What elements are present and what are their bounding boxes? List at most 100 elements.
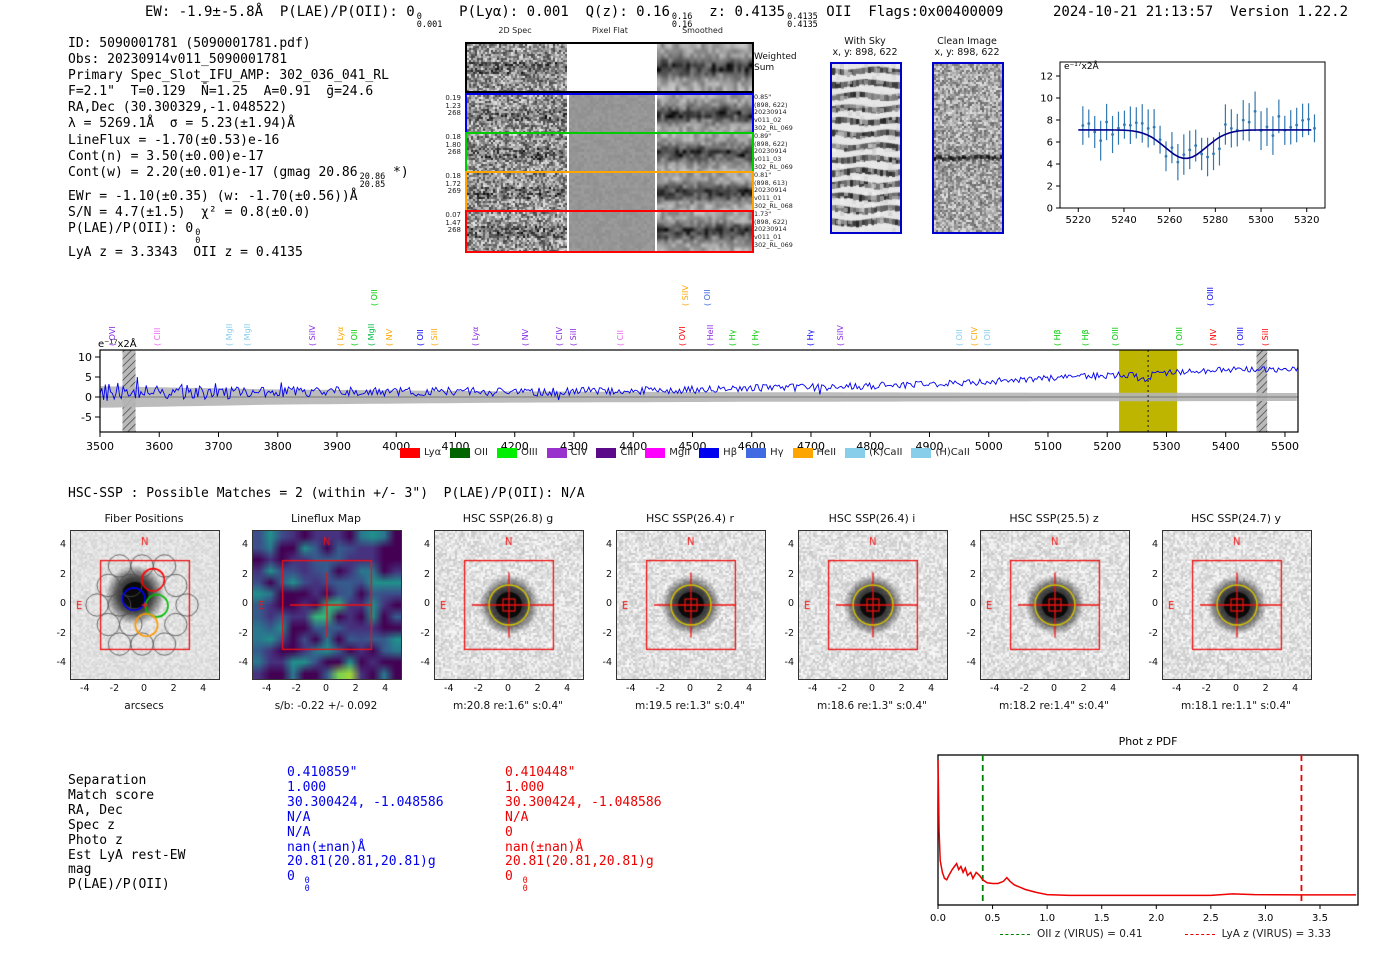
match-table-label: Separation (68, 773, 147, 788)
spec2d-row-annotation: 0.81" (898, 613) 20230914 v011_01 302_RL_068 (754, 171, 793, 211)
with-sky-image (830, 62, 902, 234)
header-lo: 0.4135 (787, 20, 818, 30)
spec2d-annotation-line: (898, 613) (754, 178, 788, 187)
data-point (1247, 120, 1251, 124)
cutout-x-tick-label: 4 (1110, 683, 1117, 694)
masked-band-hatch (1256, 350, 1268, 432)
data-point (1152, 125, 1156, 129)
spec2d-row-stat: 269 (447, 187, 461, 196)
cutout-image-hsc (616, 530, 766, 680)
cutout-image-lineflux (252, 530, 402, 680)
legend-item: CIII (596, 447, 636, 458)
spec2d-image (467, 212, 567, 251)
emission-line-label: ( OII (370, 289, 379, 306)
phot-z-pdf-chart: Phot z PDF 0.0 0.5 1.0 1.5 2.0 2.5 3.0 3.5 (930, 735, 1359, 924)
match-table-value: 1.000 (287, 779, 444, 796)
x-tick-label: 5300 (1152, 440, 1180, 453)
emission-line-label: ( NV (1209, 328, 1218, 346)
cutout-y-tick-label: 2 (969, 568, 976, 580)
match-value-hi: 0 (522, 876, 528, 887)
data-point (1295, 123, 1299, 127)
x-tick-label: 5200 (1093, 440, 1121, 453)
data-point (1128, 123, 1132, 127)
info-line-text: RA,Dec (30.300329,-1.048522) (68, 100, 288, 116)
data-point (1146, 127, 1150, 130)
spec2d-row-annotation: 0.85" (898, 622) 20230914 v011_02 302_RL_069 (754, 93, 793, 133)
y-tick-label: 5 (85, 371, 92, 384)
info-line-text: LineFlux = -1.70(±0.53)e-16 (68, 132, 280, 148)
smoothed-image (657, 44, 752, 91)
cutout-x-tick-label: 2 (1262, 683, 1269, 694)
data-point (1111, 133, 1114, 136)
match-value-text: 1.000 (287, 779, 327, 795)
spec2d-annotation-line: 302_RL_069 (754, 123, 793, 132)
x-tick-label: 5400 (1212, 440, 1240, 453)
emission-line-label: ( OVI (678, 326, 687, 346)
emission-line-label: ( OIII (1206, 287, 1215, 306)
spec2d-image (467, 95, 567, 134)
header-text: OII Flags:0x00400009 (817, 4, 1004, 20)
y-tick-label: 0 (85, 391, 92, 404)
x-tick-label: 0.5 (985, 913, 1001, 924)
header-text: z: 0.4135 (692, 4, 786, 20)
cutout-x-tick-label: 4 (746, 683, 753, 694)
emission-line-label: ( Hγ (806, 329, 815, 346)
x-tick-label: 5300 (1248, 215, 1273, 226)
cutout-y-tick-label: 4 (969, 539, 976, 550)
spec2d-row-stat: 268 (447, 226, 461, 235)
y-tick-label: 8 (1047, 116, 1053, 127)
match-table-value: nan(±nan)Å (505, 840, 662, 856)
cutout-caption: m:18.2 re:1.4" s:0.4" (999, 700, 1109, 712)
cutout-y-tick-label: 2 (59, 568, 66, 580)
spec2d-annotation-line: v011_01 (754, 194, 782, 203)
cutout-y-tick-label: 2 (787, 568, 794, 580)
data-point (1188, 148, 1192, 152)
match-table-value: nan(±nan)Å (287, 840, 444, 856)
cutout-x-tick-label: 2 (1080, 683, 1087, 694)
match-table-value: 30.300424, -1.048586 (505, 795, 662, 811)
x-tick-label: 2.0 (1148, 913, 1164, 924)
spec2d-annotation-line: 302_RL_069 (754, 240, 793, 249)
match-value-text: 0 (287, 869, 303, 885)
info-line-text: λ = 5269.1Å σ = 5.23(±1.94)Å (68, 116, 295, 132)
spec2d-annotation-line: v011_02 (754, 116, 782, 125)
spec2d-annotation-line: (898, 622) (754, 100, 788, 109)
x-tick-label: 3600 (145, 440, 173, 453)
legend-swatch (645, 447, 666, 458)
spec2d-row-stat: 0.18 (445, 133, 461, 141)
x-tick-label: 1.5 (1094, 913, 1110, 924)
spec2d-annotation-line: 0.81" (754, 171, 772, 179)
emission-line-label: ( CII (616, 330, 625, 346)
cutout-x-tick-label: -2 (109, 683, 120, 694)
phot-z-legend-item: LyA z (VIRUS) = 3.33 (1184, 928, 1331, 940)
info-line-text: Cont(w) = 2.20(±0.01)e-17 (gmag 20.86 (68, 164, 358, 180)
spec2d-row-stat: 0.19 (445, 94, 461, 102)
chart-title: Phot z PDF (1119, 735, 1178, 748)
pixel-flat-image (569, 134, 655, 173)
spec2d-row-stat: 268 (447, 148, 461, 157)
header-hi: 0.16 (671, 12, 693, 22)
info-line-text: EWr = -1.10(±0.35) (w: -1.70(±0.56))Å (68, 188, 358, 204)
spec2d-annotation-line: 302_RL_069 (754, 162, 793, 171)
unit-label: e⁻¹⁷x2Å (98, 337, 137, 350)
cutout-caption: arcsecs (124, 700, 164, 712)
header-stacked-value: 0.16 0.16 (671, 12, 693, 30)
cutout-caption: s/b: -0.22 +/- 0.092 (274, 700, 378, 712)
spec2d-row-stats: 0.07 1.47 268 (420, 211, 461, 235)
match-table-value: N/A (287, 825, 444, 841)
emission-line-label: ( OIII (1175, 327, 1184, 346)
legend-label: CIV (570, 447, 588, 458)
x-tick-label: 5500 (1271, 440, 1299, 453)
match-value-text: N/A (505, 809, 529, 825)
cutout-x-tick-label: -2 (473, 683, 484, 694)
cutout-image-hsc (434, 530, 584, 680)
cutout-y-tick-label: 0 (241, 598, 248, 610)
legend-item: MgII (645, 447, 690, 458)
data-point (1271, 134, 1275, 137)
cutout-x-tick-label: 2 (898, 683, 905, 694)
legend-swatch (911, 447, 932, 458)
